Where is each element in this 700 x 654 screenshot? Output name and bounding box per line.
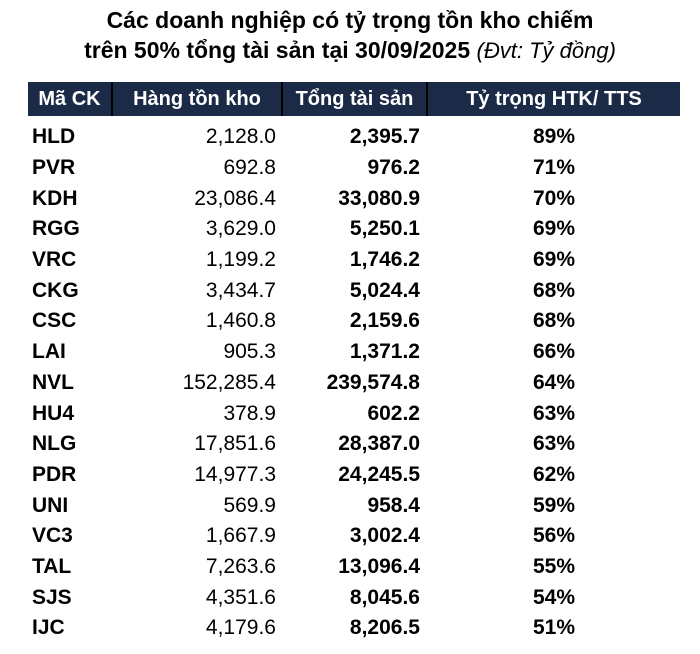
total-assets-cell: 8,045.6 [349,585,420,609]
ratio-cell: 64% [532,370,576,394]
inventory-cell: 4,179.6 [205,616,276,640]
inventory-cell: 152,285.4 [182,370,276,394]
total-assets-cell: 5,250.1 [349,217,420,241]
inventory-cell: 569.9 [223,493,276,517]
table-row: RGG 3,629.0 5,250.1 69% [28,214,680,245]
ratio-cell: 63% [532,401,576,425]
table-row: CSC 1,460.8 2,159.6 68% [28,306,680,337]
ticker-cell: CKG [32,278,79,302]
total-assets-cell: 2,395.7 [349,125,420,149]
table-row: NLG 17,851.6 28,387.0 63% [28,429,680,460]
table-row: HU4 378.9 602.2 63% [28,398,680,429]
table-body: HLD 2,128.0 2,395.7 89% PVR 692.8 976.2 71% KDH 2… [28,122,680,644]
total-assets-cell: 8,206.5 [349,616,420,640]
inventory-cell: 905.3 [223,340,276,364]
table-row: NVL 152,285.4 239,574.8 64% [28,368,680,399]
ticker-cell: SJS [32,585,72,609]
ticker-cell: VC3 [32,524,73,548]
table-header-row: Mã CK Hàng tồn kho Tổng tài sản Tỷ trọng… [28,82,680,116]
ratio-cell: 66% [532,340,576,364]
total-assets-cell: 958.4 [367,493,420,517]
ratio-cell: 70% [532,186,576,210]
unit-note: (Đvt: Tỷ đồng) [476,38,616,63]
table-row: PDR 14,977.3 24,245.5 62% [28,460,680,491]
table-row: CKG 3,434.7 5,024.4 68% [28,275,680,306]
table-row: IJC 4,179.6 8,206.5 51% [28,613,680,644]
inventory-cell: 692.8 [223,156,276,180]
ticker-cell: PDR [32,462,77,486]
inventory-cell: 3,629.0 [205,217,276,241]
total-assets-cell: 976.2 [367,156,420,180]
table-row: TAL 7,263.6 13,096.4 55% [28,552,680,583]
table-row: KDH 23,086.4 33,080.9 70% [28,183,680,214]
ticker-cell: IJC [32,616,65,640]
ratio-cell: 51% [532,616,576,640]
inventory-cell: 7,263.6 [205,554,276,578]
table-row: HLD 2,128.0 2,395.7 89% [28,122,680,153]
table-row: SJS 4,351.6 8,045.6 54% [28,582,680,613]
inventory-cell: 23,086.4 [194,186,276,210]
ticker-cell: HLD [32,125,76,149]
inventory-ratio-table: Mã CK Hàng tồn kho Tổng tài sản Tỷ trọng… [28,82,680,644]
ticker-cell: TAL [32,554,72,578]
col-header-inventory: Hàng tồn kho [113,82,283,116]
ratio-cell: 68% [532,278,576,302]
inventory-cell: 378.9 [223,401,276,425]
inventory-cell: 4,351.6 [205,585,276,609]
ticker-cell: LAI [32,340,66,364]
ticker-cell: PVR [32,156,76,180]
inventory-cell: 17,851.6 [194,432,276,456]
ratio-cell: 71% [532,156,576,180]
ticker-cell: CSC [32,309,77,333]
ratio-cell: 54% [532,585,576,609]
total-assets-cell: 13,096.4 [338,554,420,578]
table-row: UNI 569.9 958.4 59% [28,490,680,521]
inventory-cell: 14,977.3 [194,462,276,486]
total-assets-cell: 602.2 [367,401,420,425]
ticker-cell: RGG [32,217,80,241]
total-assets-cell: 24,245.5 [338,462,420,486]
inventory-cell: 3,434.7 [205,278,276,302]
total-assets-cell: 28,387.0 [338,432,420,456]
ratio-cell: 63% [532,432,576,456]
total-assets-cell: 33,080.9 [338,186,420,210]
table-row: PVR 692.8 976.2 71% [28,153,680,184]
total-assets-cell: 1,371.2 [349,340,420,364]
total-assets-cell: 239,574.8 [326,370,420,394]
ratio-cell: 55% [532,554,576,578]
ticker-cell: KDH [32,186,78,210]
chart-title-line2: trên 50% tổng tài sản tại 30/09/2025 (Đv… [0,35,700,66]
total-assets-cell: 3,002.4 [349,524,420,548]
total-assets-cell: 2,159.6 [349,309,420,333]
ratio-cell: 68% [532,309,576,333]
ratio-cell: 69% [532,217,576,241]
inventory-cell: 1,460.8 [205,309,276,333]
inventory-cell: 1,667.9 [205,524,276,548]
chart-title: Các doanh nghiệp có tỷ trọng tồn kho chi… [0,0,700,66]
ratio-cell: 59% [532,493,576,517]
inventory-cell: 1,199.2 [205,248,276,272]
ticker-cell: HU4 [32,401,75,425]
ticker-cell: VRC [32,248,77,272]
ratio-cell: 62% [532,462,576,486]
ticker-cell: NLG [32,432,77,456]
table-row: VRC 1,199.2 1,746.2 69% [28,245,680,276]
col-header-ticker: Mã CK [28,82,113,116]
chart-title-line2-text: trên 50% tổng tài sản tại 30/09/2025 [84,37,471,63]
table-row: VC3 1,667.9 3,002.4 56% [28,521,680,552]
ticker-cell: NVL [32,370,74,394]
ratio-cell: 89% [532,125,576,149]
ratio-cell: 56% [532,524,576,548]
col-header-total-assets: Tổng tài sản [283,82,428,116]
col-header-ratio: Tỷ trọng HTK/ TTS [466,87,642,110]
inventory-cell: 2,128.0 [205,125,276,149]
ratio-cell: 69% [532,248,576,272]
total-assets-cell: 5,024.4 [349,278,420,302]
chart-title-line1: Các doanh nghiệp có tỷ trọng tồn kho chi… [106,7,594,33]
total-assets-cell: 1,746.2 [349,248,420,272]
table-row: LAI 905.3 1,371.2 66% [28,337,680,368]
ticker-cell: UNI [32,493,69,517]
